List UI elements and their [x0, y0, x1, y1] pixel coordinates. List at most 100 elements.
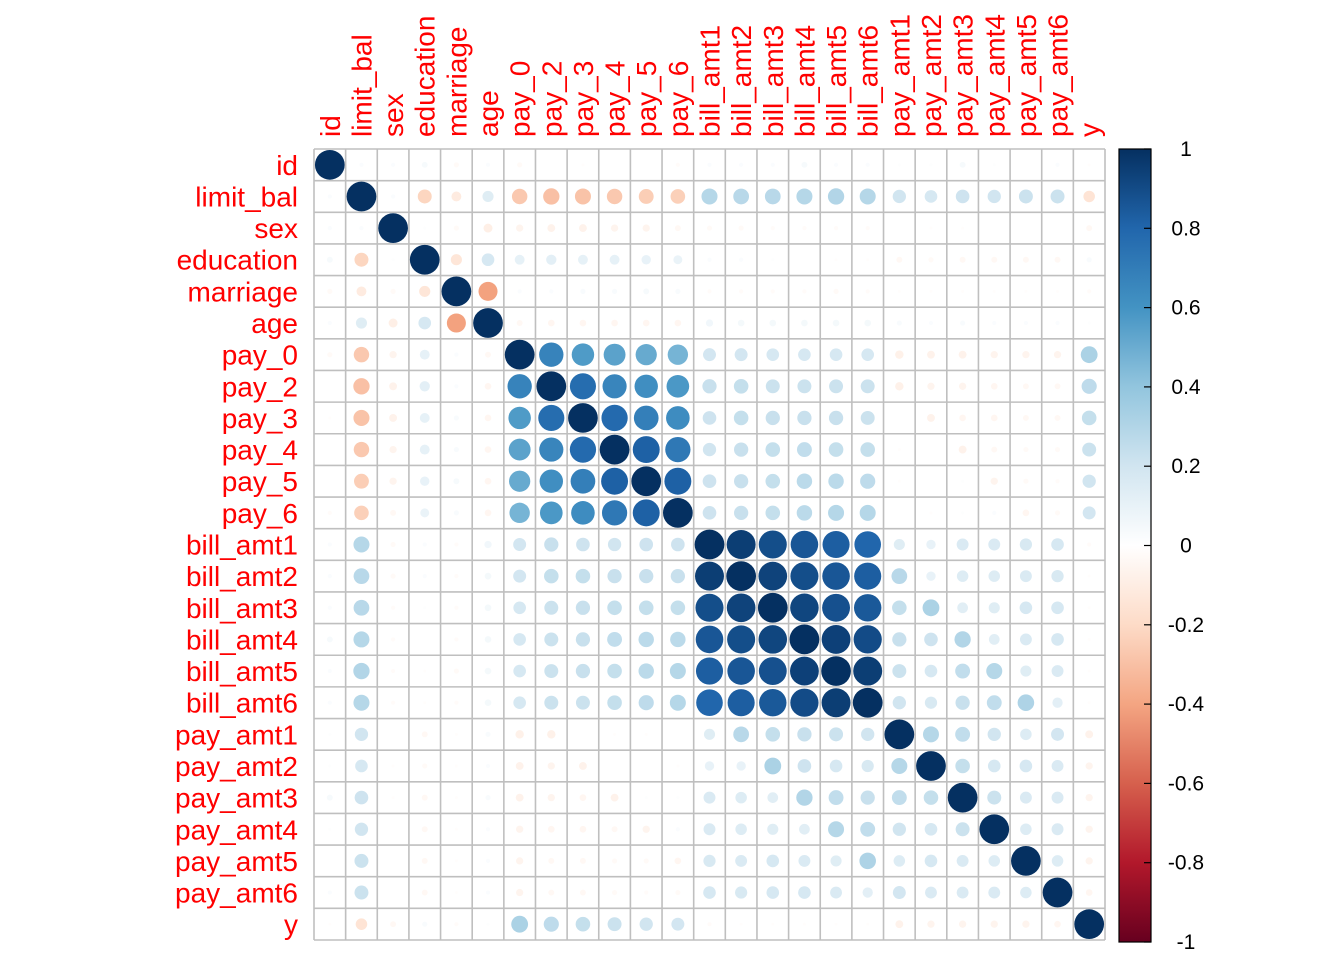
column-label-education: education	[410, 16, 441, 137]
corr-circle-id-pay_amt3	[959, 161, 966, 168]
corr-circle-bill_amt2-education	[422, 574, 427, 579]
corr-circle-pay_amt6-pay_6	[675, 889, 681, 896]
corr-circle-bill_amt5-pay_amt3	[955, 663, 971, 679]
corr-circle-pay_amt1-pay_amt2	[922, 726, 939, 743]
corr-circle-marriage-pay_amt3	[961, 289, 965, 293]
corr-circle-marriage-bill_amt5	[833, 288, 839, 294]
corr-circle-pay_4-pay_amt5	[1023, 447, 1029, 453]
corr-circle-pay_4-bill_amt1	[702, 442, 717, 457]
corr-circle-bill_amt3-pay_0	[513, 601, 526, 615]
corr-circle-pay_2-pay_2	[536, 371, 567, 402]
corr-circle-education-pay_amt4	[991, 256, 998, 263]
corr-circle-limit_bal-y	[1083, 190, 1095, 203]
corr-circle-pay_amt1-bill_amt1	[703, 728, 716, 740]
corr-circle-bill_amt3-pay_2	[544, 600, 559, 615]
corr-circle-pay_amt2-pay_0	[515, 762, 524, 770]
corr-circle-y-limit_bal	[355, 918, 368, 930]
corr-circle-pay_amt3-pay_amt4	[987, 790, 1002, 805]
corr-circle-pay_amt6-pay_4	[612, 889, 618, 896]
corr-circle-pay_3-pay_3	[568, 403, 598, 433]
corr-circle-id-pay_amt6	[1055, 162, 1060, 167]
corr-circle-pay_4-pay_3	[569, 436, 597, 463]
column-label-pay_5: pay_5	[631, 61, 662, 137]
corr-circle-bill_amt2-bill_amt1	[695, 561, 724, 591]
corr-circle-pay_3-pay_4	[601, 404, 628, 432]
row-label-pay_amt5: pay_amt5	[175, 846, 298, 877]
corr-circle-sex-pay_amt2	[929, 226, 933, 230]
corr-circle-id-pay_amt4	[992, 163, 996, 167]
corr-circle-pay_0-pay_3	[571, 343, 595, 366]
corr-circle-pay_2-sex	[389, 382, 398, 391]
corr-circle-y-pay_amt3	[958, 920, 967, 928]
corr-circle-age-bill_amt6	[864, 319, 872, 327]
corr-circle-y-marriage	[454, 922, 459, 927]
corr-circle-limit_bal-pay_amt6	[1050, 189, 1065, 204]
corr-circle-pay_amt5-bill_amt6	[859, 852, 876, 870]
corr-circle-marriage-pay_amt1	[897, 289, 901, 293]
corr-circle-marriage-pay_3	[580, 288, 586, 294]
corr-circle-marriage-bill_amt6	[865, 289, 870, 294]
corr-circle-pay_4-pay_4	[599, 434, 630, 465]
corr-circle-bill_amt6-pay_amt6	[1052, 697, 1063, 708]
column-label-bill_amt4: bill_amt4	[789, 25, 820, 137]
corr-circle-pay_amt1-marriage	[454, 732, 458, 736]
corr-circle-pay_2-pay_6	[666, 374, 690, 398]
corr-circle-pay_amt6-bill_amt1	[703, 886, 716, 899]
corr-circle-age-bill_amt2	[737, 319, 745, 327]
corr-circle-pay_3-marriage	[453, 415, 459, 421]
corr-circle-bill_amt5-bill_amt4	[790, 656, 819, 686]
row-label-pay_2: pay_2	[222, 371, 298, 402]
column-label-pay_amt5: pay_amt5	[1011, 14, 1042, 137]
corr-circle-limit_bal-bill_amt3	[764, 188, 781, 205]
corr-circle-bill_amt3-pay_amt2	[922, 599, 940, 617]
corr-circle-pay_4-y	[1082, 442, 1097, 457]
corr-circle-pay_3-bill_amt3	[765, 410, 780, 426]
corr-circle-bill_amt4-pay_0	[513, 633, 526, 646]
corr-circle-pay_4-marriage	[453, 447, 459, 453]
legend-tick-label: 0.8	[1171, 217, 1200, 240]
matrix-grid	[313, 148, 1106, 941]
corr-circle-pay_amt2-age	[485, 763, 491, 769]
corr-circle-pay_amt6-bill_amt2	[735, 886, 748, 899]
corr-circle-bill_amt4-pay_2	[544, 632, 559, 647]
corr-circle-bill_amt1-bill_amt1	[694, 529, 725, 560]
corr-circle-pay_amt6-bill_amt4	[798, 886, 811, 899]
corr-circle-bill_amt3-marriage	[454, 605, 459, 610]
corr-circle-pay_amt4-id	[328, 827, 332, 831]
corr-circle-pay_amt3-pay_amt6	[1051, 791, 1064, 804]
corr-circle-bill_amt1-pay_3	[576, 537, 590, 552]
corr-circle-pay_amt4-pay_amt2	[924, 822, 938, 836]
corr-circle-pay_0-sex	[389, 351, 397, 359]
corr-circle-education-bill_amt2	[739, 257, 744, 262]
corr-circle-y-bill_amt5	[834, 922, 838, 926]
corr-circle-pay_6-pay_amt3	[961, 511, 965, 515]
corr-circle-pay_6-pay_5	[632, 499, 660, 527]
corr-circle-bill_amt2-pay_amt4	[988, 570, 1001, 582]
row-label-bill_amt4: bill_amt4	[186, 624, 298, 655]
corr-circle-pay_6-pay_3	[571, 501, 595, 525]
corr-circle-bill_amt4-bill_amt1	[695, 625, 724, 654]
corr-circle-pay_amt6-pay_amt4	[988, 886, 1001, 899]
corr-circle-bill_amt5-education	[423, 669, 427, 673]
corr-circle-pay_amt3-marriage	[454, 796, 458, 800]
corr-circle-bill_amt5-marriage	[453, 668, 459, 674]
row-label-y: y	[284, 909, 298, 940]
corr-circle-age-bill_amt3	[769, 319, 777, 327]
corr-circle-marriage-pay_amt4	[992, 289, 996, 293]
corr-circle-pay_amt3-pay_amt5	[1019, 791, 1032, 804]
corr-circle-pay_2-y	[1081, 378, 1097, 394]
corr-circle-pay_0-pay_amt6	[1053, 351, 1062, 359]
corr-circle-y-age	[486, 922, 490, 926]
corr-circle-pay_amt5-pay_amt1	[893, 855, 906, 867]
corr-circle-bill_amt6-pay_4	[607, 695, 622, 710]
corr-circle-bill_amt2-bill_amt3	[758, 561, 788, 591]
corr-circle-bill_amt1-limit_bal	[353, 536, 370, 553]
column-label-pay_6: pay_6	[663, 61, 694, 137]
corr-circle-sex-marriage	[453, 225, 459, 231]
corr-circle-bill_amt5-pay_amt5	[1020, 665, 1032, 677]
corr-circle-bill_amt1-pay_amt1	[893, 538, 905, 551]
corr-circle-sex-pay_5	[642, 224, 650, 232]
column-label-pay_2: pay_2	[536, 61, 567, 137]
corr-circle-pay_5-pay_6	[664, 467, 692, 495]
corr-circle-sex-y	[1086, 225, 1093, 232]
